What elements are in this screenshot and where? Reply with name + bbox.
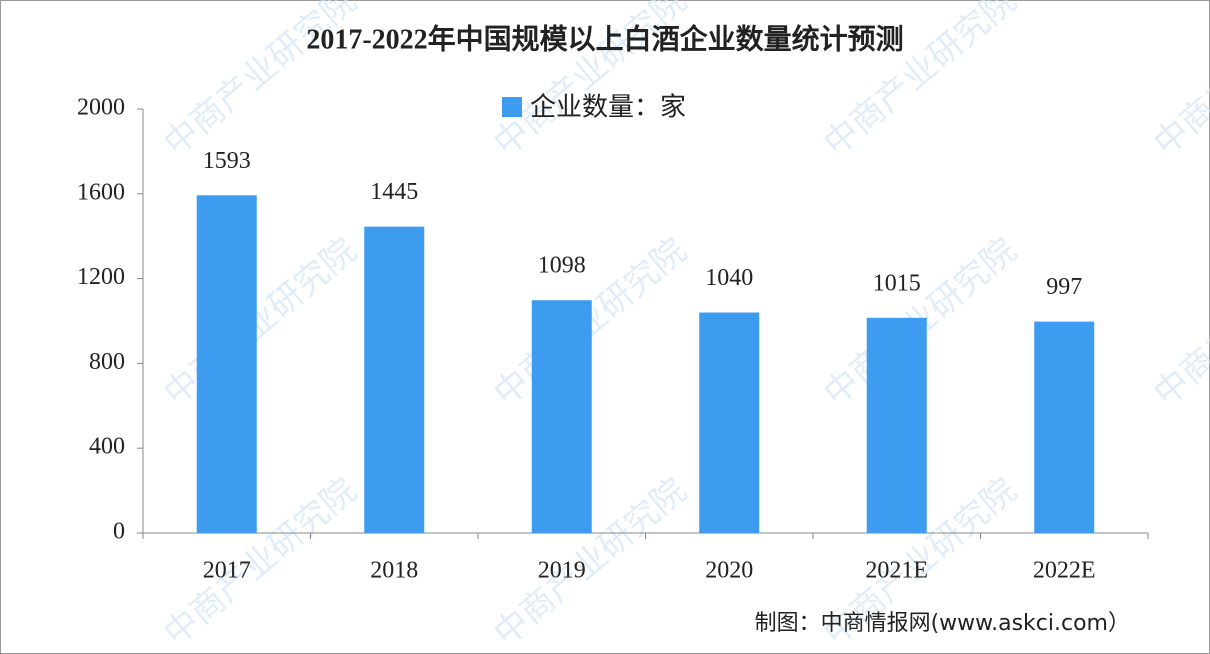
bar	[196, 195, 257, 533]
value-label: 997	[1046, 274, 1082, 300]
bar	[699, 312, 760, 533]
value-label: 1445	[370, 179, 418, 205]
bar	[364, 226, 425, 533]
bar	[531, 300, 592, 533]
value-label: 1040	[705, 265, 753, 291]
x-tick-label: 2019	[538, 558, 586, 584]
bar	[1034, 321, 1095, 533]
value-label: 1593	[203, 148, 251, 174]
y-tick-label: 2000	[77, 95, 125, 121]
value-label: 1015	[873, 270, 921, 296]
legend-swatch	[502, 97, 522, 117]
y-tick-label: 1600	[77, 179, 125, 205]
y-tick-label: 0	[113, 519, 125, 545]
y-tick-label: 1200	[77, 264, 125, 290]
y-tick-label: 400	[89, 434, 125, 460]
chart-title: 2017-2022年中国规模以上白酒企业数量统计预测	[306, 22, 903, 55]
x-tick-label: 2018	[370, 558, 418, 584]
value-label: 1098	[538, 253, 586, 279]
source: 制图：中商情报网(www.askci.com）	[755, 611, 1130, 636]
x-tick-label: 2020	[705, 558, 753, 584]
x-tick-label: 2022E	[1033, 558, 1096, 584]
x-tick-label: 2017	[203, 558, 251, 584]
y-tick-label: 800	[89, 349, 125, 375]
x-tick-label: 2021E	[865, 558, 928, 584]
bar	[866, 317, 927, 533]
legend-label: 企业数量：家	[530, 93, 686, 123]
